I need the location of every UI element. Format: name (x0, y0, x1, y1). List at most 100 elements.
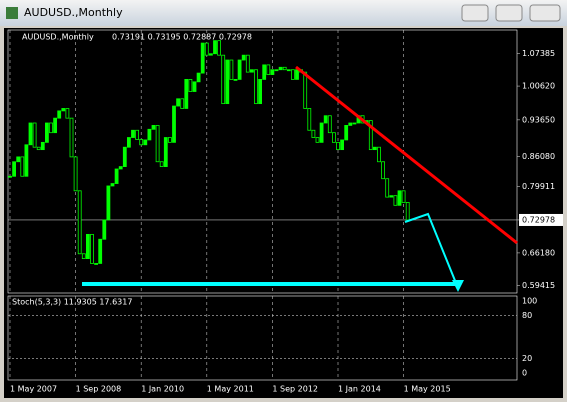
candle (217, 40, 222, 56)
candle (176, 98, 181, 107)
candle (16, 156, 21, 163)
candle (274, 69, 279, 72)
y-tick-label: 1.00620 (522, 82, 555, 91)
candle (254, 69, 258, 105)
candle (127, 137, 131, 148)
candle (368, 120, 373, 151)
candle (286, 69, 291, 72)
candle (307, 108, 312, 131)
candle (135, 129, 140, 140)
y-tick-label: 1.07385 (522, 49, 555, 58)
candle (73, 156, 78, 192)
candle (381, 161, 386, 180)
candle (36, 146, 41, 151)
indicator-tick-label: 0 (522, 369, 527, 378)
candle (65, 108, 70, 119)
candle (61, 108, 66, 112)
indicator-tick-label: 100 (522, 297, 537, 306)
candle (49, 122, 53, 134)
projection-arrow (404, 212, 459, 289)
x-tick-label: 1 Jan 2014 (338, 385, 381, 394)
candle (385, 178, 390, 198)
candle (192, 81, 197, 92)
candle (77, 190, 82, 255)
candle (208, 53, 213, 56)
candle (110, 183, 115, 187)
minimize-button[interactable] (461, 4, 489, 22)
candle (172, 105, 176, 143)
candle (102, 219, 107, 240)
candle (241, 54, 246, 61)
y-tick-label: 0.79911 (522, 182, 555, 191)
candle (282, 66, 287, 71)
candle (188, 79, 193, 92)
candle (139, 139, 144, 146)
chart-area (4, 28, 563, 398)
candle (389, 195, 394, 198)
window-icon (6, 7, 18, 19)
maximize-button[interactable] (495, 4, 523, 22)
candle (12, 161, 17, 177)
candle (94, 263, 98, 265)
candle (147, 128, 152, 141)
candle (331, 132, 336, 143)
candle (200, 42, 205, 74)
candle (323, 115, 328, 124)
candle (336, 141, 340, 151)
indicator-frame (7, 295, 518, 381)
candle (167, 137, 172, 143)
candle (45, 122, 49, 143)
candle (98, 238, 103, 264)
y-tick-label: 0.59415 (522, 281, 555, 290)
indicator-tick-label: 80 (522, 311, 532, 320)
x-tick-label: 1 Jan 2010 (141, 385, 184, 394)
candle (348, 122, 353, 126)
candle (40, 141, 45, 151)
arrow-head (452, 280, 464, 292)
chart-title: AUDUSD.,Monthly (22, 33, 94, 42)
candle (344, 125, 349, 141)
y-tick-label: 0.66180 (522, 248, 555, 257)
candle (53, 117, 57, 134)
candle (151, 125, 156, 130)
candle (86, 233, 90, 260)
candle (405, 202, 410, 221)
candle (295, 69, 299, 80)
x-tick-label: 1 Sep 2012 (272, 385, 318, 394)
candle (377, 146, 381, 163)
candle (20, 156, 25, 177)
candle (266, 64, 271, 75)
y-tick-label: 0.93650 (522, 115, 555, 124)
candle (245, 54, 250, 73)
candle (90, 233, 94, 264)
candle (262, 64, 267, 80)
candle (196, 72, 201, 83)
candle (131, 129, 135, 138)
candle (106, 185, 111, 221)
candle (28, 122, 33, 146)
candle (258, 79, 263, 105)
candle (180, 98, 185, 109)
candle (278, 66, 283, 71)
indicator-title: Stoch(5,3,3) 11.9305 17.6317 (12, 298, 132, 307)
candle (397, 190, 402, 206)
candle (163, 137, 168, 167)
x-tick-label: 1 Sep 2008 (76, 385, 122, 394)
close-button[interactable] (529, 4, 561, 22)
candle (159, 161, 164, 167)
candle (237, 59, 242, 80)
candle (221, 54, 226, 105)
candle (118, 166, 123, 170)
candle (24, 144, 29, 177)
price-label-bg (519, 213, 563, 226)
candle (315, 137, 320, 143)
candle (69, 117, 74, 158)
candle (290, 69, 295, 80)
window-title: AUDUSD.,Monthly (24, 6, 123, 19)
candle (184, 79, 189, 109)
candle (155, 125, 160, 163)
x-tick-label: 1 May 2007 (10, 385, 57, 394)
y-tick-label: 0.72978 (522, 215, 555, 224)
candle (32, 122, 37, 148)
candle (340, 139, 345, 151)
